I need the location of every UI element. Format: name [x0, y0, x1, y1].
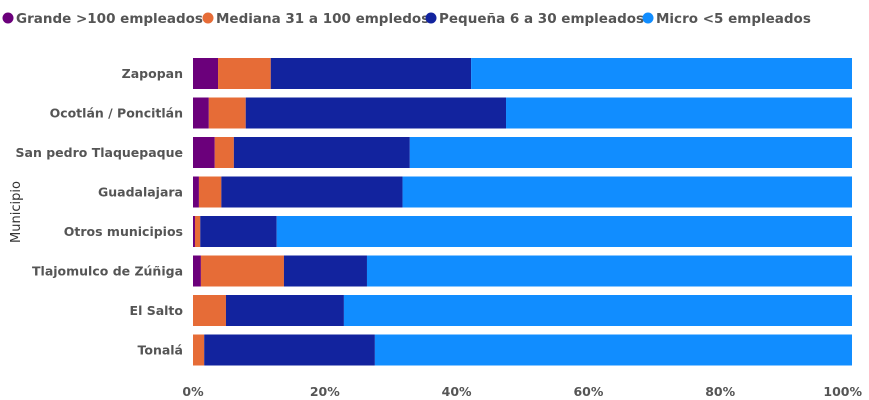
- category-label: Otros municipios: [64, 224, 183, 239]
- x-tick-label: 80%: [705, 384, 735, 399]
- bar-segment[interactable]: [194, 216, 201, 247]
- bar-segment[interactable]: [193, 255, 201, 287]
- x-tick-label: 100%: [823, 384, 862, 399]
- category-label: Ocotlán / Poncitlán: [50, 106, 183, 121]
- bar-segment[interactable]: [374, 334, 852, 366]
- bar-row: [193, 216, 852, 247]
- bar-segment[interactable]: [193, 216, 195, 247]
- bar-row: [193, 295, 852, 326]
- bar-segment[interactable]: [193, 334, 205, 366]
- bar-row: [193, 58, 852, 89]
- category-label: Tlajomulco de Zúñiga: [32, 264, 183, 279]
- category-label: Guadalajara: [98, 185, 183, 200]
- bar-segment[interactable]: [208, 97, 246, 129]
- legend-item[interactable]: Pequeña 6 a 30 empleados: [425, 11, 645, 27]
- bar-segment[interactable]: [198, 176, 222, 208]
- bar-segment[interactable]: [218, 58, 271, 89]
- category-labels: Zapopan Ocotlán / Poncitlán San pedro Tlaq…: [16, 66, 184, 358]
- legend-label: Micro <5 empleados: [656, 11, 811, 27]
- bar-segment[interactable]: [193, 176, 199, 208]
- bar-segment[interactable]: [283, 255, 367, 287]
- legend-swatch: [642, 12, 654, 24]
- bar-segment[interactable]: [221, 176, 403, 208]
- bar-segment[interactable]: [471, 58, 852, 89]
- legend-item[interactable]: Micro <5 empleados: [642, 11, 811, 27]
- legend-swatch: [425, 12, 437, 24]
- legend-swatch: [202, 12, 214, 24]
- legend-swatch: [2, 12, 14, 24]
- bar-segment[interactable]: [204, 334, 375, 366]
- bar-row: [193, 176, 852, 208]
- x-tick-label: 0%: [182, 384, 204, 399]
- bar-segment[interactable]: [233, 137, 410, 168]
- bar-segment[interactable]: [214, 137, 234, 168]
- category-label: Tonalá: [137, 343, 183, 358]
- legend-label: Mediana 31 a 100 empledos: [216, 11, 429, 27]
- bar-segment[interactable]: [193, 58, 219, 89]
- x-axis-ticks: 0% 20% 40% 60% 80% 100%: [182, 384, 862, 399]
- bar-segment[interactable]: [270, 58, 472, 89]
- legend-item[interactable]: Grande >100 empleados: [2, 11, 203, 27]
- category-label: San pedro Tlaquepaque: [16, 145, 183, 160]
- bar-segment[interactable]: [200, 255, 284, 287]
- bar-segment[interactable]: [193, 295, 226, 326]
- legend-label: Pequeña 6 a 30 empleados: [439, 11, 644, 27]
- bar-row: [193, 137, 852, 168]
- bar-row: [193, 334, 852, 366]
- bar-segment[interactable]: [402, 176, 852, 208]
- bar-segment[interactable]: [343, 295, 852, 326]
- bar-segment[interactable]: [200, 216, 277, 247]
- bars: [193, 58, 852, 366]
- x-tick-label: 40%: [442, 384, 472, 399]
- bar-segment[interactable]: [193, 137, 215, 168]
- x-tick-label: 20%: [310, 384, 340, 399]
- category-label: Zapopan: [122, 66, 183, 81]
- bar-segment[interactable]: [506, 97, 852, 129]
- bar-segment[interactable]: [366, 255, 852, 287]
- bar-row: [193, 255, 852, 287]
- legend: Grande >100 empleados Mediana 31 a 100 em…: [2, 11, 811, 27]
- bar-segment[interactable]: [409, 137, 852, 168]
- bar-segment[interactable]: [193, 97, 209, 129]
- bar-segment[interactable]: [225, 295, 344, 326]
- x-tick-label: 60%: [573, 384, 603, 399]
- category-label: El Salto: [130, 303, 184, 318]
- bar-segment[interactable]: [245, 97, 507, 129]
- bar-row: [193, 97, 852, 129]
- bar-segment[interactable]: [276, 216, 852, 247]
- y-axis-title: Municipio: [9, 181, 24, 243]
- legend-item[interactable]: Mediana 31 a 100 empledos: [202, 11, 430, 27]
- legend-label: Grande >100 empleados: [16, 11, 203, 27]
